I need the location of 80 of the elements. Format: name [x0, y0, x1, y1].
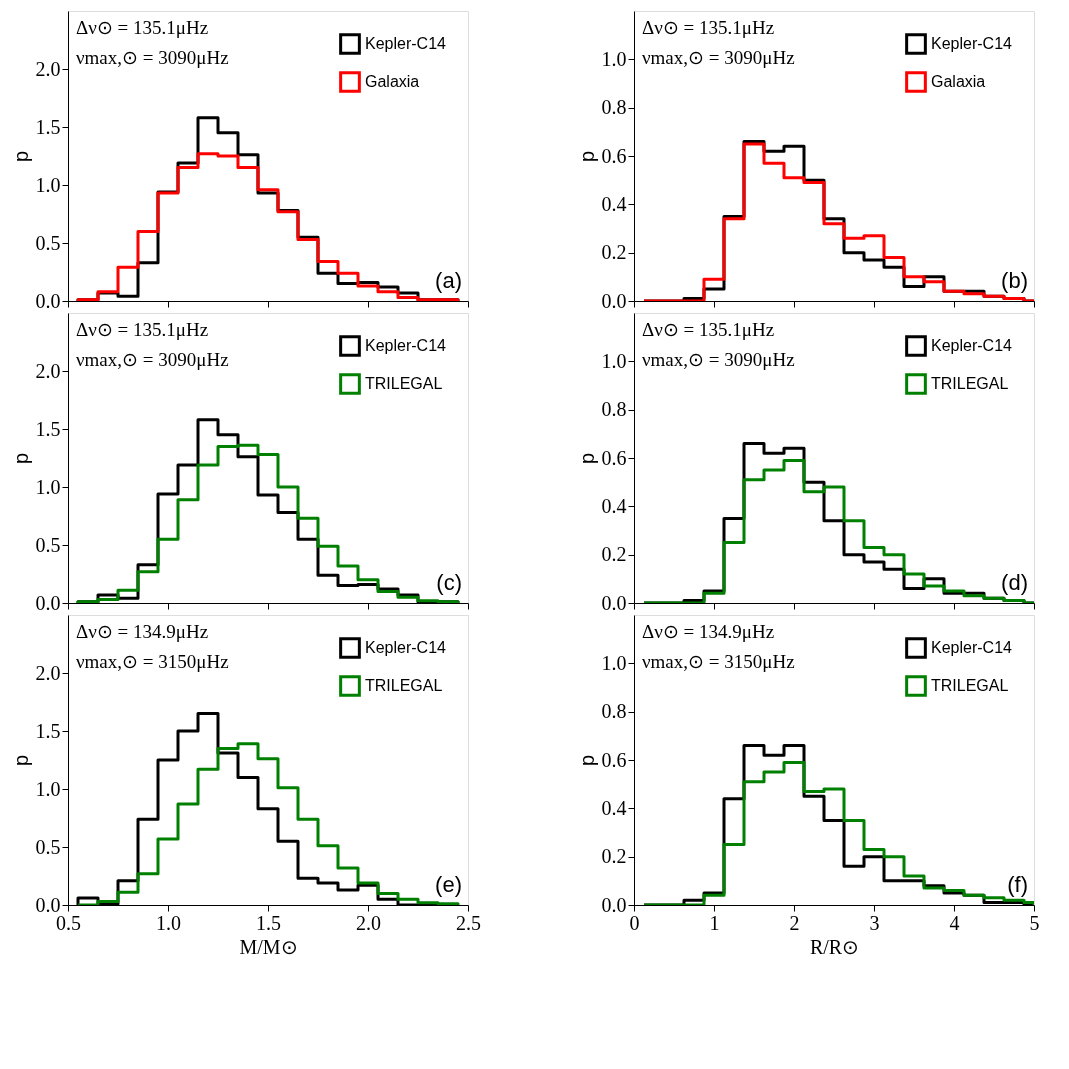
y-tick-label: 2.0 [35, 57, 61, 80]
annotation: Δν⊙ = 135.1μHz [76, 17, 209, 38]
legend-label: Kepler-C14 [365, 35, 447, 52]
y-tick-label: 2.0 [35, 359, 61, 382]
annotation: νmax,⊙ = 3150μHz [642, 651, 795, 672]
y-tick-label: 2.0 [35, 661, 61, 684]
y-axis-title: p [9, 150, 32, 163]
y-tick-label: 0.2 [601, 845, 627, 868]
y-axis-title: p [575, 150, 598, 163]
y-tick-label: 0.5 [35, 231, 61, 254]
annotation: νmax,⊙ = 3090μHz [76, 47, 229, 68]
annotation: (e) [435, 872, 462, 897]
x-tick-label: 1.5 [256, 911, 281, 934]
annotation: νmax,⊙ = 3090μHz [642, 349, 795, 370]
y-tick-label: 0.0 [601, 893, 627, 916]
x-tick-label: 4 [949, 911, 960, 934]
y-axis-title: p [575, 754, 598, 767]
legend-label: Kepler-C14 [931, 337, 1013, 354]
annotation: νmax,⊙ = 3090μHz [76, 349, 229, 370]
legend-label: TRILEGAL [365, 677, 443, 694]
y-tick-label: 0.8 [601, 398, 627, 421]
x-axis-title: M/M⊙ [239, 935, 298, 958]
y-tick-label: 0.0 [35, 591, 61, 614]
x-tick-label: 2 [789, 911, 800, 934]
y-tick-label: 0.5 [35, 533, 61, 556]
y-tick-label: 0.6 [601, 144, 627, 167]
x-tick-label: 2.5 [456, 911, 481, 934]
y-tick-label: 1.0 [601, 651, 627, 674]
annotation: Δν⊙ = 135.1μHz [642, 17, 775, 38]
y-tick-label: 0.4 [601, 494, 627, 517]
annotation: Δν⊙ = 135.1μHz [76, 319, 209, 340]
y-tick-label: 1.5 [35, 417, 61, 440]
x-tick-label: 1.0 [156, 911, 181, 934]
legend-label: TRILEGAL [931, 375, 1009, 392]
legend-label: Kepler-C14 [931, 639, 1013, 656]
y-tick-label: 0.6 [601, 748, 627, 771]
y-tick-label: 0.4 [601, 796, 627, 819]
annotation: νmax,⊙ = 3150μHz [76, 651, 229, 672]
y-tick-label: 0.8 [601, 700, 627, 723]
legend-label: TRILEGAL [931, 677, 1009, 694]
x-tick-label: 1 [709, 911, 720, 934]
x-axis-title: R/R⊙ [809, 935, 860, 958]
annotation: (b) [1001, 268, 1028, 293]
y-tick-label: 1.0 [35, 173, 61, 196]
x-tick-label: 0 [629, 911, 640, 934]
y-tick-label: 1.5 [35, 115, 61, 138]
y-tick-label: 1.0 [601, 47, 627, 70]
annotation: Δν⊙ = 134.9μHz [76, 621, 209, 642]
x-tick-label: 5 [1029, 911, 1040, 934]
legend-label: Kepler-C14 [365, 639, 447, 656]
x-tick-label: 3 [869, 911, 880, 934]
y-axis-title: p [575, 452, 598, 465]
legend-label: Kepler-C14 [931, 35, 1013, 52]
annotation: Δν⊙ = 135.1μHz [642, 319, 775, 340]
annotation: νmax,⊙ = 3090μHz [642, 47, 795, 68]
legend-label: TRILEGAL [365, 375, 443, 392]
legend-label: Kepler-C14 [365, 337, 447, 354]
x-tick-label: 2.0 [356, 911, 381, 934]
y-tick-label: 0.6 [601, 446, 627, 469]
y-tick-label: 0.2 [601, 543, 627, 566]
y-tick-label: 0.0 [601, 591, 627, 614]
legend-label: Galaxia [365, 73, 420, 90]
y-axis-title: p [9, 452, 32, 465]
annotation: Δν⊙ = 134.9μHz [642, 621, 775, 642]
y-tick-label: 0.4 [601, 192, 627, 215]
annotation: (c) [436, 570, 462, 595]
annotation: (d) [1001, 570, 1028, 595]
y-tick-label: 0.5 [35, 835, 61, 858]
y-tick-label: 0.2 [601, 241, 627, 264]
y-tick-label: 1.0 [601, 349, 627, 372]
y-tick-label: 0.0 [35, 289, 61, 312]
y-tick-label: 0.8 [601, 96, 627, 119]
annotation: (f) [1007, 872, 1028, 897]
y-tick-label: 1.5 [35, 719, 61, 742]
y-axis-title: p [9, 754, 32, 767]
y-tick-label: 1.0 [35, 475, 61, 498]
y-tick-label: 0.0 [601, 289, 627, 312]
y-tick-label: 1.0 [35, 777, 61, 800]
annotation: (a) [435, 268, 462, 293]
legend-label: Galaxia [931, 73, 986, 90]
